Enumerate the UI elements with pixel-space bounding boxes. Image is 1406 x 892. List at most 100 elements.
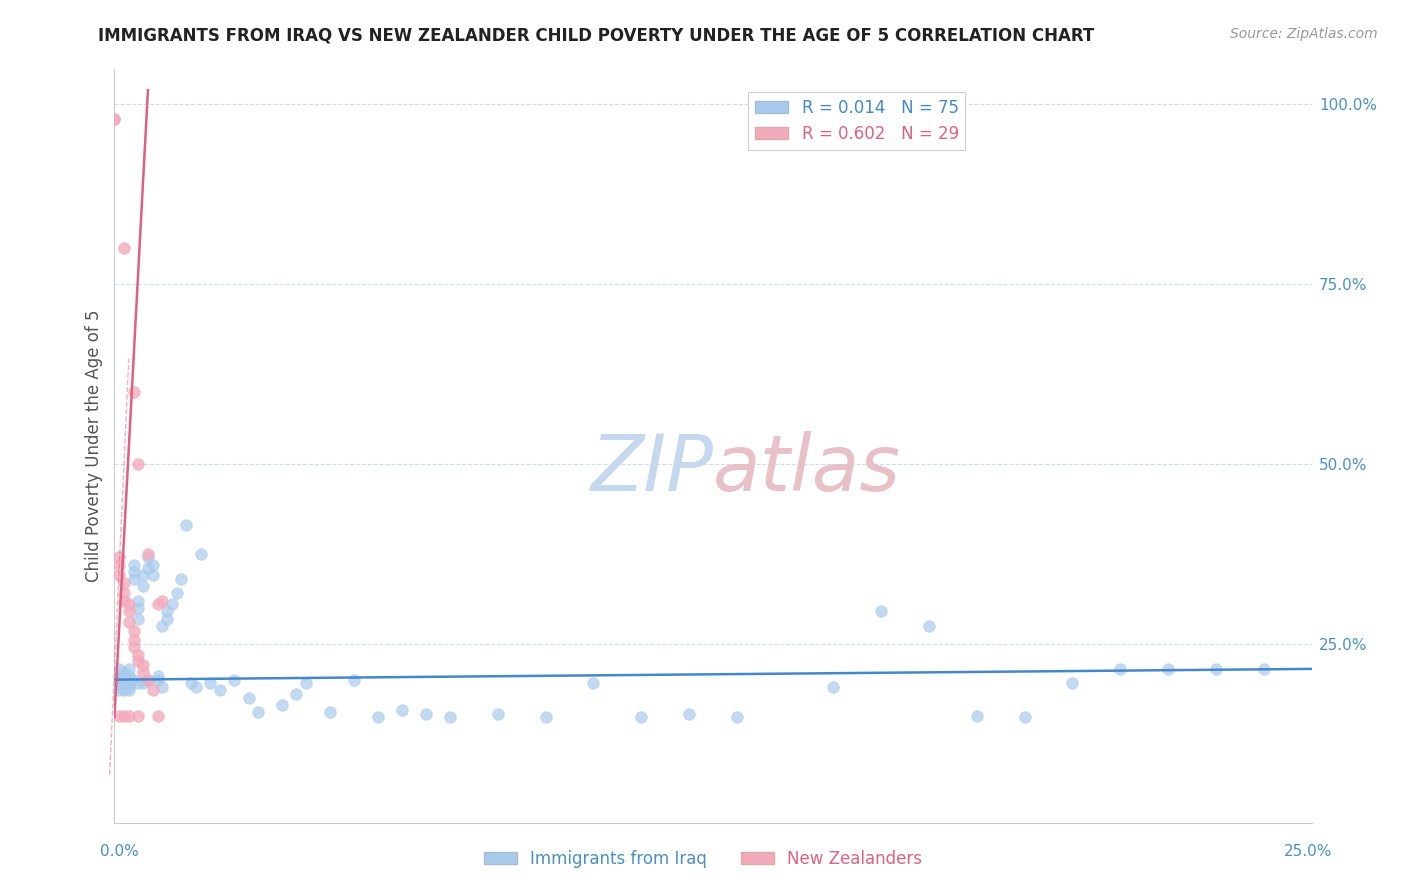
Point (132, 676, 155, 690)
Point (112, 673, 135, 687)
Point (118, 680, 141, 694)
Point (127, 593, 149, 607)
Point (156, 611, 179, 625)
Point (127, 654, 149, 668)
Point (150, 680, 173, 694)
Point (190, 547, 212, 561)
Point (343, 673, 366, 687)
Point (103, 669, 125, 683)
Point (127, 600, 149, 615)
Point (112, 575, 135, 590)
Point (108, 673, 131, 687)
Point (108, 683, 131, 698)
Point (1109, 662, 1132, 676)
Point (103, 112, 125, 126)
Point (108, 568, 131, 582)
Point (174, 518, 197, 533)
Point (108, 662, 131, 676)
Point (208, 683, 231, 698)
Point (103, 680, 125, 694)
Point (150, 619, 173, 633)
Point (122, 385, 145, 400)
Point (103, 112, 125, 126)
Point (142, 558, 165, 572)
Point (486, 707, 509, 722)
Point (630, 710, 652, 724)
Point (136, 673, 159, 687)
Point (180, 676, 202, 690)
Point (224, 673, 246, 687)
Point (127, 676, 149, 690)
Point (156, 604, 179, 618)
Point (122, 633, 145, 648)
Text: atlas: atlas (713, 431, 901, 507)
Point (112, 586, 135, 600)
Text: ZIP: ZIP (591, 431, 713, 507)
Point (108, 558, 131, 572)
Point (136, 550, 159, 565)
Point (391, 703, 413, 717)
Point (118, 683, 141, 698)
Point (132, 579, 155, 593)
Point (108, 676, 131, 690)
Point (1014, 710, 1036, 724)
Point (132, 665, 155, 680)
Point (966, 708, 988, 723)
Point (112, 708, 135, 723)
Point (247, 705, 270, 719)
Y-axis label: Child Poverty Under the Age of 5: Child Poverty Under the Age of 5 (86, 310, 103, 582)
Point (1157, 662, 1180, 676)
Point (918, 619, 941, 633)
Point (108, 708, 131, 723)
Point (1205, 662, 1227, 676)
Legend: R = 0.014   N = 75, R = 0.602   N = 29: R = 0.014 N = 75, R = 0.602 N = 29 (748, 92, 966, 150)
Text: 0.0%: 0.0% (100, 845, 139, 859)
Point (725, 710, 748, 724)
Point (142, 683, 165, 698)
Point (150, 593, 173, 607)
Point (108, 550, 131, 565)
Point (146, 669, 169, 683)
Point (118, 662, 141, 676)
Point (118, 604, 141, 618)
Point (127, 708, 149, 723)
Point (118, 676, 141, 690)
Point (136, 547, 159, 561)
Point (678, 707, 700, 722)
Legend: Immigrants from Iraq, New Zealanders: Immigrants from Iraq, New Zealanders (477, 844, 929, 875)
Point (127, 648, 149, 662)
Point (200, 676, 222, 690)
Point (118, 597, 141, 611)
Point (122, 565, 145, 579)
Point (127, 457, 149, 471)
Point (367, 710, 389, 724)
Point (166, 586, 188, 600)
Point (118, 615, 141, 629)
Point (122, 572, 145, 586)
Text: Source: ZipAtlas.com: Source: ZipAtlas.com (1230, 27, 1378, 41)
Point (112, 676, 135, 690)
Point (295, 676, 318, 690)
Point (122, 624, 145, 638)
Point (122, 558, 145, 572)
Point (1253, 662, 1275, 676)
Point (271, 698, 294, 712)
Point (146, 673, 169, 687)
Text: 25.0%: 25.0% (1284, 845, 1331, 859)
Point (132, 658, 155, 673)
Point (112, 241, 135, 255)
Point (146, 597, 169, 611)
Point (112, 593, 135, 607)
Point (112, 683, 135, 698)
Point (238, 690, 260, 705)
Point (1062, 676, 1084, 690)
Point (415, 707, 437, 722)
Point (132, 568, 155, 582)
Point (146, 708, 169, 723)
Point (870, 604, 893, 618)
Point (170, 572, 193, 586)
Point (112, 669, 135, 683)
Point (136, 561, 159, 575)
Point (112, 665, 135, 680)
Text: IMMIGRANTS FROM IRAQ VS NEW ZEALANDER CHILD POVERTY UNDER THE AGE OF 5 CORRELATI: IMMIGRANTS FROM IRAQ VS NEW ZEALANDER CH… (98, 27, 1095, 45)
